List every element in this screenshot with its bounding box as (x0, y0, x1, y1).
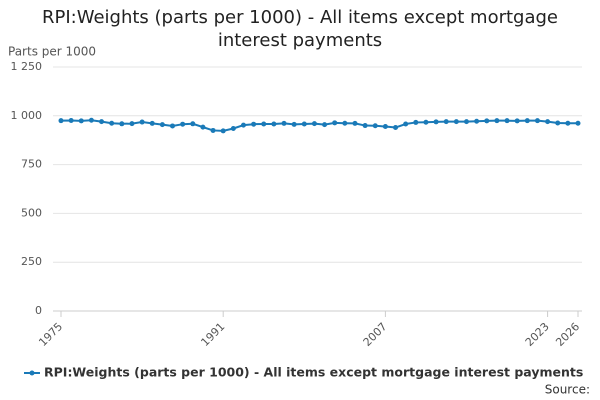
point (403, 121, 409, 127)
x-tick-label: 2026 (553, 320, 582, 349)
x-tick-label: 1975 (36, 320, 65, 349)
source: Source: (545, 383, 590, 397)
point (109, 120, 115, 126)
legend-label: RPI:Weights (parts per 1000) - All items… (44, 365, 583, 380)
point (433, 119, 439, 125)
point (88, 117, 94, 123)
point (170, 123, 176, 129)
point (311, 121, 317, 127)
point (99, 119, 105, 125)
point (362, 123, 368, 129)
point (332, 120, 338, 126)
point (271, 121, 277, 127)
point (68, 117, 74, 123)
y-tick-label: 1 000 (11, 109, 43, 122)
point (180, 121, 186, 127)
point (119, 121, 125, 127)
point (281, 120, 287, 126)
point (301, 121, 307, 127)
point (322, 122, 328, 128)
point (545, 119, 551, 125)
series-line (60, 119, 578, 132)
point (514, 118, 520, 124)
point (534, 118, 540, 124)
chart-title: RPI:Weights (parts per 1000) - All items… (41, 7, 558, 51)
point (575, 120, 581, 126)
y-tick-label: 1 250 (11, 60, 43, 73)
y-tick-label: 250 (21, 255, 42, 268)
point (555, 120, 561, 126)
point (504, 118, 510, 124)
point (200, 124, 206, 130)
point (139, 119, 145, 125)
x-tick-label: 1991 (198, 320, 227, 349)
point (58, 118, 64, 124)
point (423, 119, 429, 125)
y-tick-label: 0 (35, 304, 42, 317)
point (291, 121, 297, 127)
point (494, 118, 500, 124)
point (159, 122, 165, 128)
point (453, 119, 459, 125)
point (149, 120, 155, 126)
x-tick-label: 2023 (523, 320, 552, 349)
point (463, 119, 469, 125)
point (352, 120, 358, 126)
point (443, 119, 449, 125)
point (413, 119, 419, 125)
y-tick-label: 750 (21, 158, 42, 171)
x-tick-label: 2007 (361, 320, 390, 349)
point (342, 120, 348, 126)
point (190, 121, 196, 127)
point (129, 121, 135, 127)
point (78, 118, 84, 124)
point (524, 118, 530, 124)
point (474, 118, 480, 124)
point (230, 125, 236, 131)
point (372, 123, 378, 129)
y-axis-label: Parts per 1000 (8, 45, 96, 59)
point (261, 121, 267, 127)
point (484, 118, 490, 124)
point (565, 120, 571, 126)
point (393, 125, 399, 131)
point (220, 128, 226, 134)
point (240, 122, 246, 128)
point (210, 127, 216, 133)
y-tick-label: 500 (21, 206, 42, 219)
legend-marker (29, 370, 35, 376)
point (382, 124, 388, 130)
point (251, 121, 257, 127)
